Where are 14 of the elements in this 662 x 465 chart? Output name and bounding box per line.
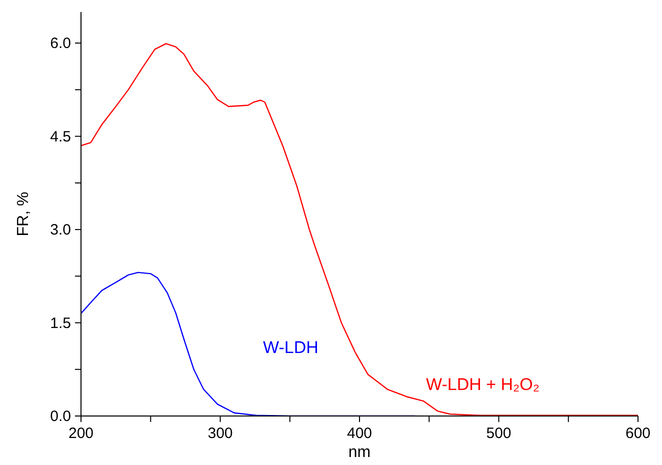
x-tick-label: 600: [625, 425, 651, 442]
y-tick-label: 3.0: [50, 222, 71, 239]
text: W-LDH: [263, 338, 318, 357]
y-tick-label: 6.0: [50, 35, 71, 52]
series-label: W-LDH + H₂O₂: [426, 375, 540, 394]
x-tick-label: 300: [208, 425, 233, 442]
y-axis-title: FR, %: [15, 192, 32, 236]
x-tick-label: 200: [68, 425, 94, 442]
y-tick-label: 1.5: [50, 314, 71, 332]
x-tick-label: 400: [346, 425, 372, 442]
x-axis-title: nm: [348, 444, 371, 461]
y-tick-label: 4.5: [50, 128, 71, 146]
y-tick-label: 0.0: [50, 408, 71, 425]
x-tick-label: 500: [486, 425, 512, 442]
